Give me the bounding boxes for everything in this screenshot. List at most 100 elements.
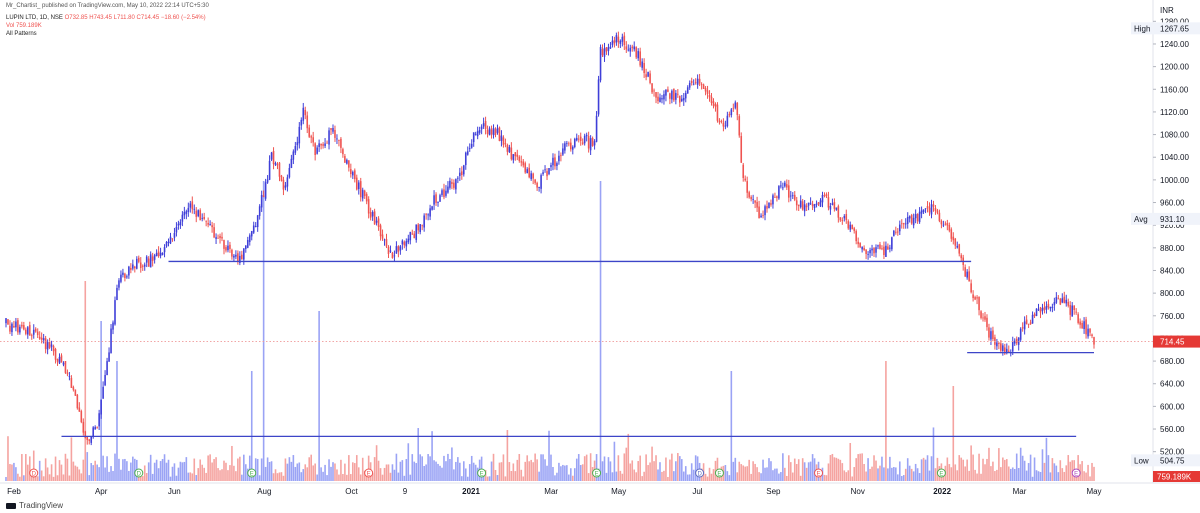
candle-body (722, 122, 725, 127)
candle-body (112, 322, 114, 330)
volume-bar (617, 455, 620, 481)
volume-bar (300, 472, 303, 481)
volume-bar (157, 468, 160, 481)
volume-bar (966, 459, 968, 481)
candle-body (44, 338, 47, 349)
price-axis[interactable]: 480.00520.00560.00600.00640.00680.00720.… (1131, 17, 1200, 482)
volume-bar (187, 472, 190, 481)
volume-bar (573, 468, 576, 481)
candle-body (130, 267, 132, 270)
volume-bar (560, 466, 562, 481)
volume-bar (661, 471, 663, 481)
volume-bar (756, 467, 758, 481)
candle-body (603, 48, 606, 57)
candle-body (425, 213, 427, 215)
candle-body (106, 361, 108, 376)
candle-body (419, 224, 421, 232)
volume-bar (712, 469, 715, 481)
candle-body (328, 130, 330, 145)
candle-body (758, 206, 760, 219)
candle-body (843, 216, 846, 219)
volume-bar (139, 473, 142, 481)
volume-bar (998, 448, 1000, 481)
volume-bar (417, 428, 420, 481)
volume-bar (128, 470, 130, 481)
candle-body (462, 165, 465, 175)
candle-body (597, 79, 600, 115)
candle-body (778, 186, 780, 199)
volume-bar (1067, 455, 1070, 481)
volume-bar (280, 472, 283, 481)
symbol-name[interactable]: LUPIN LTD, 1D, NSE (6, 15, 63, 21)
volume-bar (72, 461, 75, 481)
volume-bar (132, 456, 134, 481)
event-marker-label: E (595, 472, 599, 478)
volume-bar (601, 461, 604, 481)
volume-bar (340, 459, 342, 481)
candle-body (1043, 306, 1046, 310)
volume-bar (623, 453, 626, 481)
candle-body (746, 181, 748, 193)
candle-body (740, 136, 743, 163)
volume-bar (1017, 467, 1020, 481)
volume-bar (788, 455, 790, 481)
volume-bar (9, 464, 11, 481)
volume-bar (928, 470, 931, 481)
volume-bar (1093, 466, 1095, 481)
volume-bar (506, 430, 509, 481)
y-tick-label: 1000.00 (1160, 176, 1189, 185)
volume-bar (124, 458, 126, 481)
volume-bar (260, 458, 263, 481)
volume-bar (651, 446, 653, 481)
volume-bar (346, 474, 348, 481)
candle-body (1037, 309, 1040, 311)
event-marker-label: E (250, 472, 254, 478)
candle-body (320, 143, 322, 146)
volume-bar (847, 470, 850, 481)
candle-body (367, 199, 370, 214)
y-tick-label: 760.00 (1160, 312, 1185, 321)
x-tick-label: Mar (1013, 487, 1027, 496)
x-tick-label: Mar (544, 487, 558, 496)
volume-bar (510, 471, 513, 481)
time-axis[interactable]: Feb Apr Jun Aug Oct 9 2021 Mar May Jul Sep Nov 2022 M… (7, 487, 1101, 496)
volume-bar (520, 469, 523, 481)
candle-body (782, 187, 784, 189)
candle-body (805, 205, 808, 208)
volume-bar (627, 433, 630, 481)
volume-bar (165, 462, 168, 481)
candle-body (52, 346, 55, 352)
volume-bar (153, 462, 156, 481)
volume-bar (1051, 458, 1054, 481)
candle-body (770, 203, 772, 205)
candle-body (451, 182, 453, 184)
volume-bar (445, 461, 447, 481)
volume-bar (292, 455, 295, 481)
volume-bar (70, 437, 73, 481)
volume-bar (80, 473, 83, 481)
candle-body (375, 220, 378, 223)
volume-bar (1025, 470, 1028, 481)
volume-bar (1033, 457, 1036, 481)
candle-body (342, 149, 344, 155)
volume-bar (276, 473, 279, 481)
volume-bar (839, 459, 842, 481)
volume-bar (175, 475, 178, 481)
volume-bar (66, 458, 69, 481)
volume-bar (988, 447, 990, 481)
last-volume-tag-bg (1153, 471, 1200, 482)
volume-bar (902, 475, 905, 481)
volume-bar (332, 462, 334, 481)
candle-body (908, 216, 911, 219)
volume-bar (76, 466, 79, 481)
legend-patterns[interactable]: All Patterns (6, 31, 37, 37)
candle-body (1039, 307, 1042, 313)
volume-bar (361, 457, 364, 481)
volume-bar (871, 466, 873, 481)
x-tick-label: 2022 (933, 487, 951, 496)
candle-body (435, 194, 437, 203)
volume-bar (859, 453, 861, 481)
candle-body (179, 222, 182, 226)
